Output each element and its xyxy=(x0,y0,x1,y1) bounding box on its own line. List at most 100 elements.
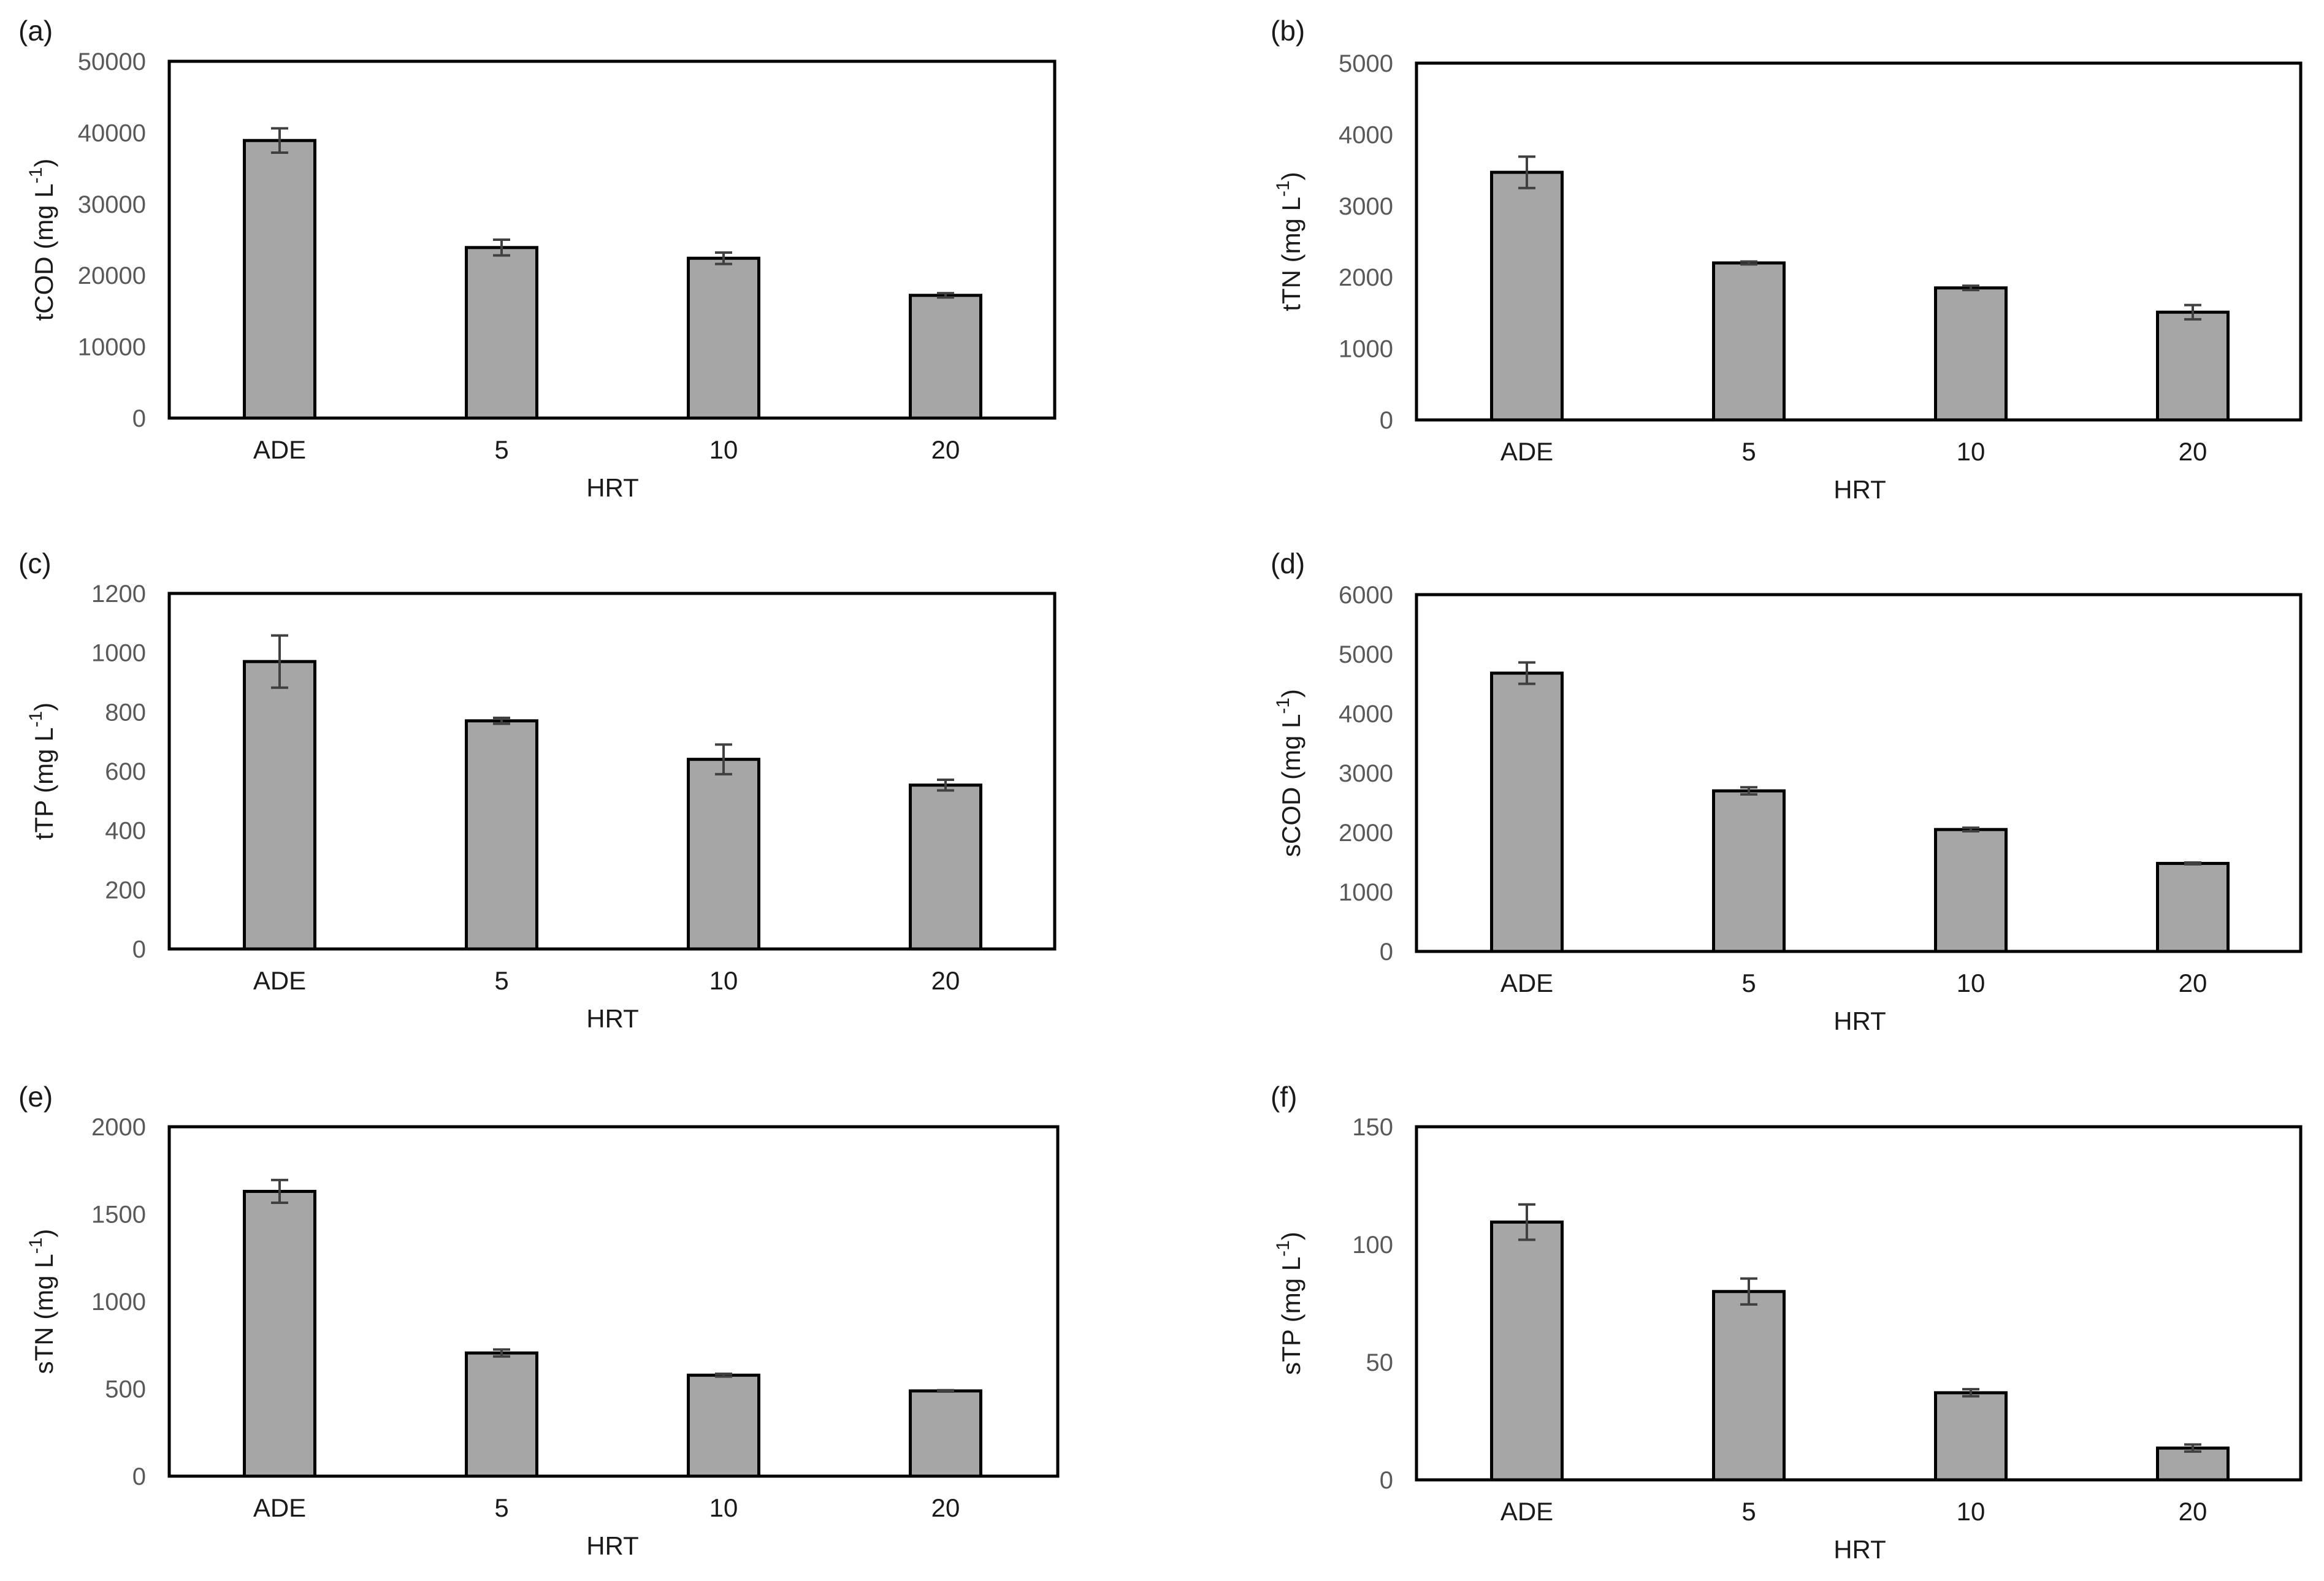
error-bar xyxy=(1962,284,1979,292)
chart-panel: (e) 0 500 1000 1500 2000 ADE 5 10 20 HRT sTN (mg L-… xyxy=(18,1081,1060,1560)
x-tick-label: ADE xyxy=(1500,437,1553,466)
bar xyxy=(1712,1290,1786,1482)
error-bar xyxy=(271,127,288,154)
plot-frame xyxy=(1415,61,2303,422)
x-tick-label: 5 xyxy=(494,1493,508,1522)
error-bar xyxy=(715,251,732,265)
bar xyxy=(2156,1446,2230,1482)
y-axis-title-superscript: -1 xyxy=(26,167,46,184)
bar xyxy=(1712,789,1786,953)
y-axis-title: sCOD (mg L-1) xyxy=(1273,689,1305,857)
x-tick-label: 20 xyxy=(2179,1497,2207,1526)
x-axis-title: HRT xyxy=(586,473,639,502)
y-tick-label: 1000 xyxy=(91,640,146,667)
y-axis-title-close: ) xyxy=(1277,1232,1305,1240)
y-tick-label: 200 xyxy=(105,877,146,904)
bar xyxy=(243,1189,316,1478)
bar xyxy=(1712,261,1786,422)
error-bar xyxy=(937,779,954,792)
y-tick-label: 3000 xyxy=(1339,760,1393,787)
y-tick-label: 100 xyxy=(1352,1232,1393,1259)
panel-label: (b) xyxy=(1271,15,1305,47)
y-tick-label: 4000 xyxy=(1339,121,1393,148)
x-tick-label: 5 xyxy=(1741,1497,1756,1526)
y-tick-label: 5000 xyxy=(1339,50,1393,77)
bar xyxy=(243,660,316,951)
bar xyxy=(465,719,538,951)
y-tick-label: 2000 xyxy=(91,1114,146,1141)
y-tick-label: 0 xyxy=(1380,939,1393,966)
y-tick-label: 800 xyxy=(105,699,146,726)
y-tick-label: 400 xyxy=(105,818,146,845)
y-tick-label: 2000 xyxy=(1339,820,1393,847)
plot-frame xyxy=(1415,1125,2303,1482)
panel-label: (e) xyxy=(18,1081,53,1113)
y-tick-label: 150 xyxy=(1352,1114,1393,1141)
error-bar xyxy=(1518,1203,1535,1241)
plot-frame xyxy=(1415,593,2303,953)
x-tick-label: ADE xyxy=(1500,1497,1553,1526)
x-tick-label: 20 xyxy=(931,966,960,995)
y-tick-label: 500 xyxy=(105,1376,146,1403)
chart-panel: (c) 0 200 400 600 800 1000 1200 ADE 5 10 20 HRT tTP (… xyxy=(18,547,1057,1033)
bar xyxy=(909,1389,982,1478)
y-tick-label: 1000 xyxy=(91,1289,146,1316)
error-bar xyxy=(1962,826,1979,833)
y-axis-title-superscript: -1 xyxy=(26,711,46,728)
y-tick-label: 0 xyxy=(1380,407,1393,434)
bar xyxy=(1934,1391,2008,1482)
bar xyxy=(1490,170,1564,422)
chart-panel: (b) 0 1000 2000 3000 4000 5000 ADE 5 10 20 HRT tTN (… xyxy=(1271,15,2303,504)
panel-label: (f) xyxy=(1271,1081,1297,1113)
x-tick-label: ADE xyxy=(253,1493,306,1522)
y-tick-label: 50000 xyxy=(78,48,146,75)
y-axis-title-superscript: -1 xyxy=(1273,698,1293,714)
bar xyxy=(909,783,982,951)
chart-panel: (d) 0 1000 2000 3000 4000 5000 6000 ADE 5 10 20 HRT s… xyxy=(1271,547,2303,1035)
error-bar xyxy=(715,743,732,775)
y-axis-title-close: ) xyxy=(1277,689,1305,698)
y-axis-title-text: sTN (mg L xyxy=(29,1254,58,1374)
bar xyxy=(465,1351,538,1478)
x-tick-label: 10 xyxy=(1957,969,1986,997)
error-bar xyxy=(271,634,288,689)
x-tick-label: 20 xyxy=(2179,437,2207,466)
error-bar xyxy=(1962,1388,1979,1398)
error-bar xyxy=(937,292,954,299)
error-bar xyxy=(1740,786,1757,796)
y-tick-label: 0 xyxy=(1380,1467,1393,1494)
y-tick-label: 50 xyxy=(1366,1349,1394,1376)
y-tick-label: 0 xyxy=(132,936,146,963)
error-bar xyxy=(1740,260,1757,266)
bar xyxy=(2156,310,2230,422)
panel-label: (a) xyxy=(18,15,53,47)
y-axis-title-close: ) xyxy=(29,1229,58,1238)
y-axis-title-close: ) xyxy=(29,703,58,711)
y-tick-label: 1500 xyxy=(91,1202,146,1229)
x-tick-label: ADE xyxy=(253,966,306,995)
x-tick-label: 10 xyxy=(709,435,738,464)
y-axis-title: sTN (mg L-1) xyxy=(26,1229,58,1374)
x-tick-label: 5 xyxy=(1741,969,1756,997)
y-axis-title-superscript: -1 xyxy=(26,1238,46,1254)
x-axis-title: HRT xyxy=(1833,1007,1886,1035)
x-tick-label: 10 xyxy=(1957,1497,1986,1526)
bar xyxy=(1490,1221,1564,1482)
x-tick-label: 10 xyxy=(709,1493,738,1522)
y-axis-title: tCOD (mg L-1) xyxy=(26,159,58,321)
chart-panel: (a) 0 10000 20000 30000 40000 50000 ADE 5 10 20 HRT… xyxy=(18,15,1057,502)
y-axis-title-superscript: -1 xyxy=(1273,180,1293,197)
x-tick-label: 10 xyxy=(1957,437,1986,466)
bar xyxy=(909,294,982,420)
error-bar xyxy=(1518,155,1535,189)
y-tick-label: 4000 xyxy=(1339,701,1393,728)
y-tick-label: 0 xyxy=(132,1463,146,1490)
x-tick-label: ADE xyxy=(1500,969,1553,997)
plot-frame xyxy=(167,1125,1060,1478)
y-tick-label: 20000 xyxy=(78,262,146,289)
error-bar xyxy=(493,238,510,257)
y-tick-label: 10000 xyxy=(78,334,146,361)
x-tick-label: 5 xyxy=(494,966,508,995)
x-axis-title: HRT xyxy=(1833,475,1886,504)
